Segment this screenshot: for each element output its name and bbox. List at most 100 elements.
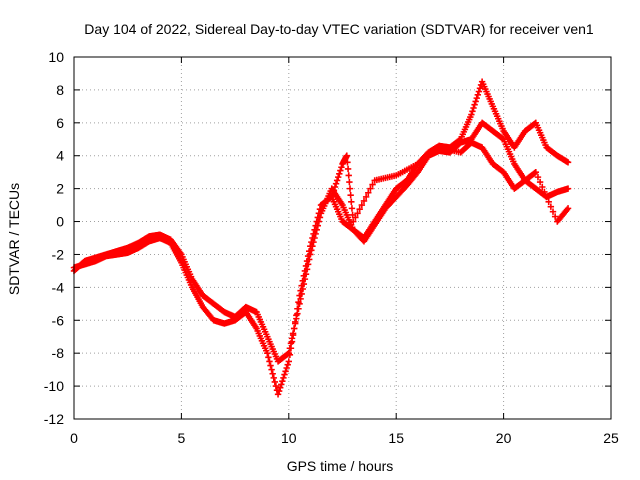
data-point bbox=[539, 183, 546, 191]
data-point bbox=[346, 178, 353, 186]
y-tick-label: -10 bbox=[44, 378, 64, 394]
data-point bbox=[551, 213, 559, 220]
data-point bbox=[337, 167, 344, 174]
data-point bbox=[279, 377, 286, 385]
data-point bbox=[306, 247, 313, 255]
data-point bbox=[499, 135, 506, 142]
data-point bbox=[473, 94, 480, 102]
data-point bbox=[281, 371, 288, 378]
data-point bbox=[563, 206, 571, 213]
data-point bbox=[474, 91, 482, 99]
data-point bbox=[471, 101, 478, 108]
data-point bbox=[275, 387, 283, 395]
data-point bbox=[472, 98, 479, 105]
data-point bbox=[470, 104, 477, 112]
data-point bbox=[331, 183, 339, 191]
data-point bbox=[296, 292, 303, 299]
data-point bbox=[314, 214, 321, 221]
data-point bbox=[365, 189, 372, 196]
data-point bbox=[564, 159, 572, 166]
data-point bbox=[543, 193, 550, 201]
data-point bbox=[352, 214, 359, 221]
data-point bbox=[344, 165, 352, 173]
data-point bbox=[282, 368, 289, 375]
data-series-track-a bbox=[70, 78, 572, 365]
data-point bbox=[274, 391, 282, 398]
x-tick-label: 0 bbox=[70, 430, 78, 446]
data-point bbox=[308, 238, 315, 246]
x-tick-label: 15 bbox=[388, 430, 404, 446]
data-point bbox=[336, 170, 343, 178]
data-point bbox=[298, 282, 305, 289]
x-tick-label: 25 bbox=[603, 430, 619, 446]
data-point bbox=[313, 218, 320, 225]
data-point bbox=[271, 378, 279, 386]
y-tick-label: -2 bbox=[52, 246, 65, 262]
data-point bbox=[304, 252, 312, 260]
data-point bbox=[356, 206, 363, 213]
data-point bbox=[348, 198, 355, 205]
data-point bbox=[286, 351, 294, 359]
data-point bbox=[536, 178, 544, 186]
y-tick-label: -4 bbox=[52, 279, 65, 295]
data-point bbox=[287, 345, 295, 352]
data-points bbox=[70, 78, 572, 398]
data-series-track-c bbox=[328, 139, 572, 225]
data-point bbox=[289, 331, 297, 339]
data-point bbox=[346, 185, 354, 192]
data-point bbox=[293, 312, 300, 319]
data-point bbox=[316, 206, 324, 213]
data-point bbox=[315, 210, 323, 217]
data-point bbox=[343, 152, 350, 159]
y-tick-label: 6 bbox=[56, 115, 64, 131]
data-point bbox=[531, 169, 538, 177]
data-point bbox=[354, 210, 361, 217]
data-point bbox=[347, 192, 354, 199]
data-point bbox=[469, 108, 476, 115]
data-point bbox=[475, 88, 483, 95]
y-tick-label: -6 bbox=[52, 312, 65, 328]
data-point bbox=[290, 325, 298, 332]
data-point bbox=[360, 197, 368, 205]
data-point bbox=[333, 177, 341, 184]
x-axis-label: GPS time / hours bbox=[287, 458, 394, 474]
data-point bbox=[284, 361, 291, 368]
data-point bbox=[309, 234, 316, 242]
data-point bbox=[476, 85, 484, 92]
data-point bbox=[541, 188, 548, 196]
data-point bbox=[297, 287, 304, 294]
data-series-track-b bbox=[70, 119, 572, 398]
data-point bbox=[338, 164, 345, 171]
data-point bbox=[266, 358, 273, 365]
data-point bbox=[312, 222, 319, 229]
x-tick-label: 5 bbox=[178, 430, 186, 446]
y-tick-label: 4 bbox=[56, 148, 64, 164]
data-point bbox=[270, 374, 277, 382]
data-point bbox=[302, 262, 310, 270]
data-point bbox=[348, 205, 356, 212]
data-point bbox=[280, 374, 287, 382]
data-point bbox=[268, 366, 275, 373]
data-point bbox=[277, 384, 284, 391]
data-point bbox=[549, 208, 557, 215]
y-tick-label: 0 bbox=[56, 214, 64, 230]
data-point bbox=[310, 230, 317, 238]
data-point bbox=[335, 173, 342, 181]
data-point bbox=[332, 180, 340, 187]
data-point bbox=[545, 198, 552, 205]
data-point bbox=[367, 185, 374, 192]
data-point bbox=[534, 173, 542, 181]
data-point bbox=[283, 364, 290, 372]
data-point bbox=[564, 205, 572, 212]
data-point bbox=[264, 349, 271, 357]
data-point bbox=[272, 382, 280, 390]
data-point bbox=[307, 243, 314, 250]
data-point bbox=[292, 318, 299, 326]
data-point bbox=[350, 218, 357, 225]
y-axis-label: SDTVAR / TECUs bbox=[6, 183, 22, 295]
data-point bbox=[303, 257, 311, 265]
chart-title: Day 104 of 2022, Sidereal Day-to-day VTE… bbox=[84, 21, 594, 37]
plot-frame bbox=[73, 56, 612, 420]
data-point bbox=[285, 358, 292, 365]
